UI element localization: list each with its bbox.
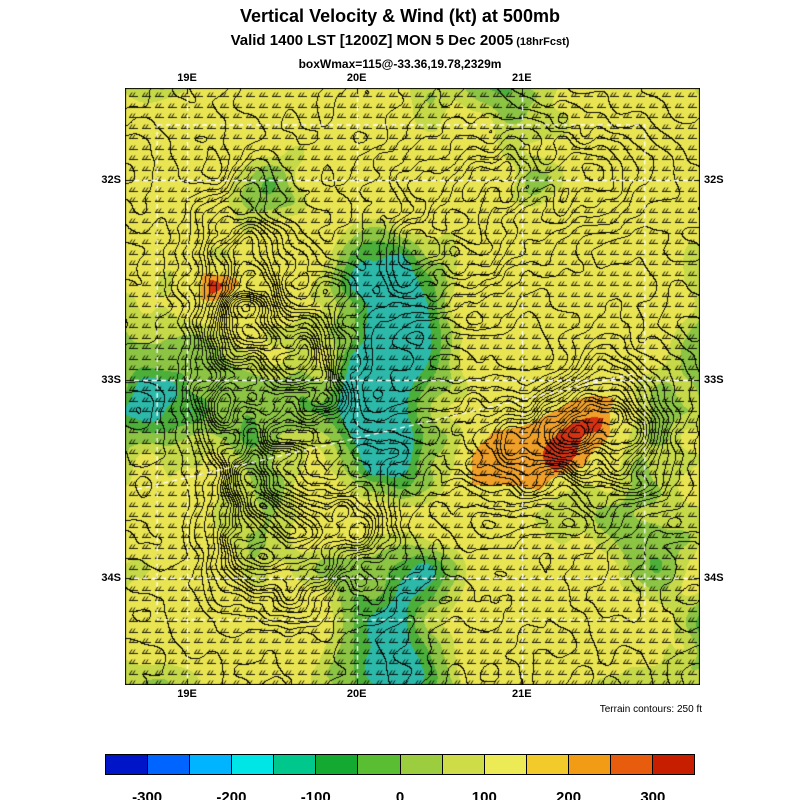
colorbar-tick--100: -100 xyxy=(300,789,331,800)
colorbar-segment-13 xyxy=(653,755,695,774)
colorbar xyxy=(105,754,695,775)
x-tick-bottom-20E: 20E xyxy=(346,688,367,700)
colorbar-segment-12 xyxy=(610,755,654,774)
colorbar-segment-2 xyxy=(190,755,233,774)
forecast-hour-label: (18hrFcst) xyxy=(516,36,570,48)
y-tick-left-33S: 33S xyxy=(101,373,121,386)
wmax-annotation: boxWmax=115@-33.36,19.78,2329m xyxy=(298,57,502,71)
chart-subtitle: Valid 1400 LST [1200Z] MON 5 Dec 2005 (18… xyxy=(0,32,800,49)
valid-time-label: Valid 1400 LST [1200Z] MON 5 Dec 2005 xyxy=(230,32,514,49)
colorbar-segment-5 xyxy=(316,755,359,774)
colorbar-tick-100: 100 xyxy=(471,789,497,800)
colorbar-segment-10 xyxy=(526,755,569,774)
colorbar-segment-4 xyxy=(274,755,317,774)
x-tick-bottom-19E: 19E xyxy=(177,688,197,700)
chart-title: Vertical Velocity & Wind (kt) at 500mb xyxy=(240,6,560,26)
y-tick-right-33S: 33S xyxy=(704,373,724,386)
colorbar-segment-1 xyxy=(148,755,191,774)
colorbar-segment-6 xyxy=(358,755,401,774)
colorbar-segment-11 xyxy=(568,755,611,774)
y-tick-right-32S: 32S xyxy=(704,173,724,186)
x-tick-bottom-21E: 21E xyxy=(511,688,532,700)
colorbar-segment-0 xyxy=(106,755,149,774)
x-tick-top-20E: 20E xyxy=(346,72,367,84)
x-tick-top-21E: 21E xyxy=(511,72,532,84)
x-tick-top-19E: 19E xyxy=(177,72,197,84)
colorbar-segment-3 xyxy=(232,755,275,774)
colorbar-tick-0: 0 xyxy=(395,789,405,800)
colorbar-segment-9 xyxy=(484,755,527,774)
y-tick-left-34S: 34S xyxy=(101,571,121,584)
terrain-contours-note: Terrain contours: 250 ft xyxy=(599,704,702,715)
map-canvas xyxy=(125,88,700,685)
y-tick-left-32S: 32S xyxy=(101,173,121,186)
colorbar-segment-8 xyxy=(442,755,485,774)
colorbar-tick--300: -300 xyxy=(132,789,163,800)
colorbar-segment-7 xyxy=(400,755,443,774)
colorbar-tick-200: 200 xyxy=(556,789,582,800)
colorbar-tick-300: 300 xyxy=(640,789,666,800)
colorbar-tick--200: -200 xyxy=(216,789,247,800)
y-tick-right-34S: 34S xyxy=(704,571,724,584)
